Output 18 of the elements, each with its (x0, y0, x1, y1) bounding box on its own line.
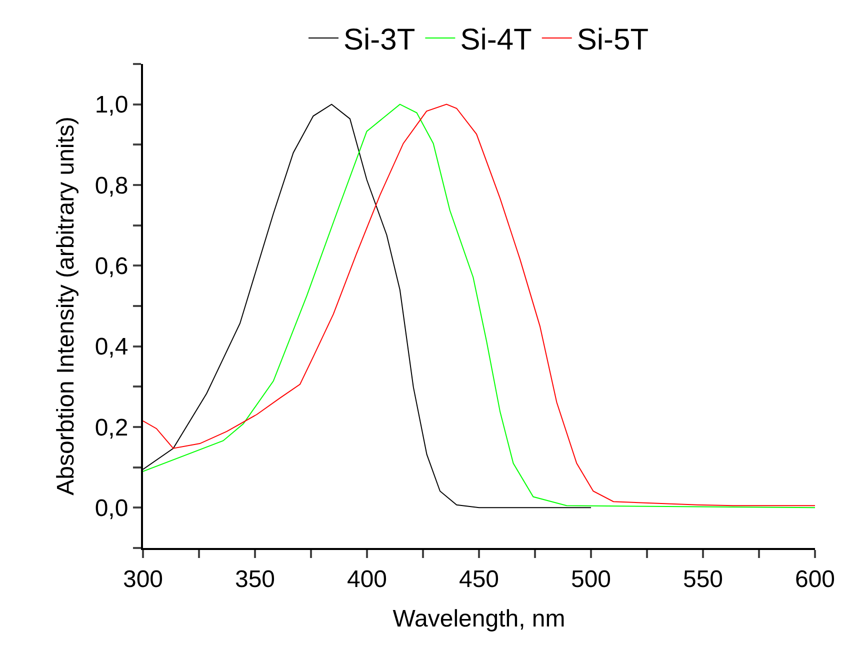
x-tick-label: 550 (682, 566, 724, 593)
x-tick-label: 500 (570, 566, 612, 593)
y-tick-label: 0,2 (94, 414, 128, 442)
y-tick-label: 1,0 (94, 92, 128, 119)
x-tick-label: 450 (458, 566, 500, 593)
y-axis-title: Absorbtion Intensity (arbitrary units) (52, 116, 80, 496)
x-tick-label: 400 (346, 566, 388, 593)
legend-label: Si-3T (344, 24, 416, 57)
x-tick-label: 600 (794, 566, 836, 593)
legend-label: Si-5T (576, 24, 649, 57)
x-tick-label: 350 (234, 566, 276, 593)
y-tick-label: 0,8 (94, 172, 128, 200)
y-tick-label: 0,6 (94, 253, 128, 280)
y-tick-label: 0,4 (94, 334, 128, 361)
x-tick-label: 300 (122, 566, 164, 593)
y-tick-label: 0,0 (94, 495, 128, 522)
legend-label: Si-4T (460, 24, 532, 57)
x-axis-title: Wavelength, nm (392, 606, 566, 633)
